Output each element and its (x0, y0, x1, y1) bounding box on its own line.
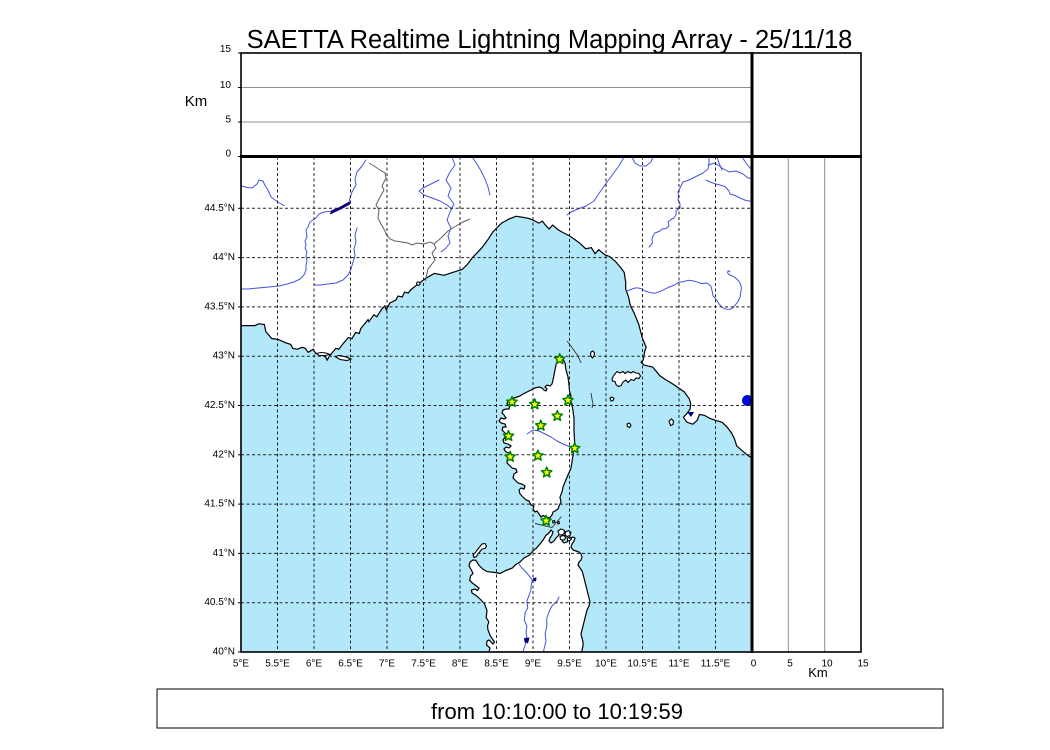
svg-text:9.5°E: 9.5°E (557, 659, 582, 670)
svg-text:Km: Km (185, 93, 208, 110)
svg-text:40.5°N: 40.5°N (204, 597, 235, 608)
svg-text:42°N: 42°N (213, 449, 235, 460)
svg-text:0: 0 (225, 149, 231, 160)
svg-text:SAETTA Realtime Lightning Mapp: SAETTA Realtime Lightning Mapping Array … (247, 26, 853, 54)
svg-text:8°E: 8°E (452, 659, 469, 670)
svg-text:15: 15 (220, 44, 232, 55)
svg-text:10: 10 (821, 659, 833, 670)
svg-text:8.5°E: 8.5°E (484, 659, 509, 670)
svg-text:5: 5 (787, 659, 793, 670)
svg-text:10: 10 (220, 80, 232, 91)
svg-text:43.5°N: 43.5°N (204, 301, 235, 312)
svg-text:Km: Km (808, 665, 828, 680)
svg-text:5: 5 (225, 114, 231, 125)
svg-text:5°E: 5°E (233, 659, 250, 670)
svg-text:42.5°N: 42.5°N (204, 400, 235, 411)
svg-text:7°E: 7°E (379, 659, 396, 670)
svg-text:15: 15 (857, 659, 869, 670)
svg-text:44.5°N: 44.5°N (204, 203, 235, 214)
svg-text:11.5°E: 11.5°E (701, 659, 731, 670)
svg-text:5.5°E: 5.5°E (265, 659, 290, 670)
svg-text:from 10:10:00 to 10:19:59: from 10:10:00 to 10:19:59 (431, 699, 683, 724)
svg-text:44°N: 44°N (213, 252, 235, 263)
svg-text:41°N: 41°N (213, 548, 235, 559)
svg-text:6°E: 6°E (306, 659, 323, 670)
svg-text:7.5°E: 7.5°E (411, 659, 436, 670)
svg-text:11°E: 11°E (668, 659, 689, 670)
svg-text:10°E: 10°E (595, 659, 617, 670)
svg-text:41.5°N: 41.5°N (204, 499, 235, 510)
svg-text:0: 0 (751, 659, 757, 670)
svg-text:43°N: 43°N (213, 351, 235, 362)
svg-text:9°E: 9°E (525, 659, 542, 670)
svg-text:40°N: 40°N (213, 647, 235, 658)
svg-text:6.5°E: 6.5°E (338, 659, 363, 670)
svg-text:10.5°E: 10.5°E (627, 659, 657, 670)
